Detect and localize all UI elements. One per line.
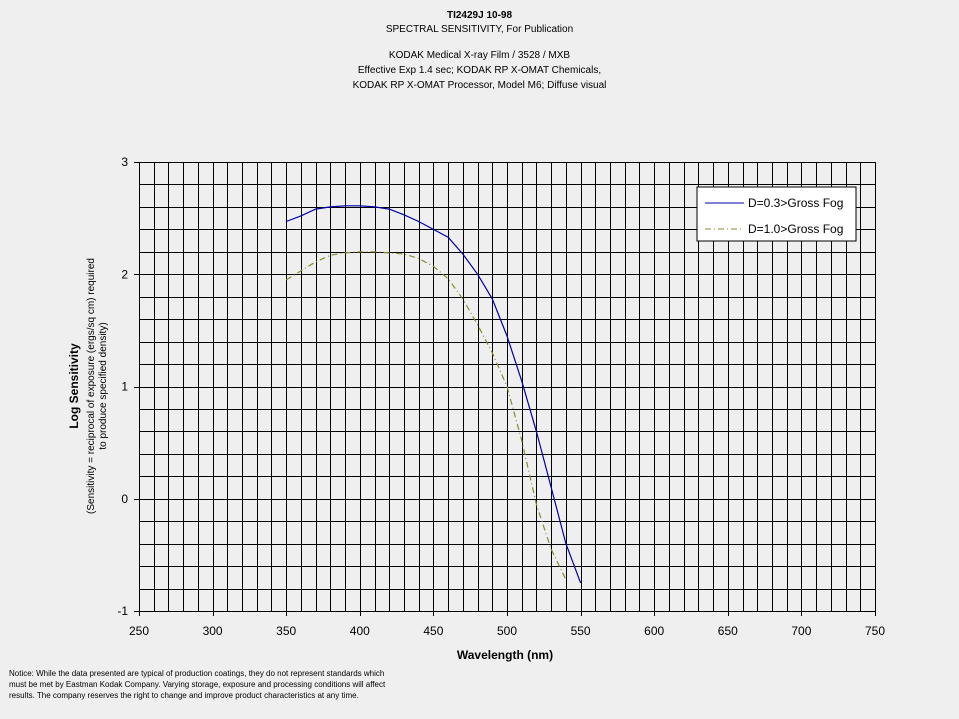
x-axis-label: Wavelength (nm): [457, 648, 553, 662]
y-tick-label: 2: [121, 267, 128, 281]
legend-label-d10: D=1.0>Gross Fog: [748, 222, 843, 236]
notice-line: must be met by Eastman Kodak Company. Va…: [9, 680, 386, 689]
x-tick-label: 650: [718, 624, 738, 638]
x-tick-label: 550: [571, 624, 591, 638]
x-tick-label: 400: [350, 624, 370, 638]
exposure-description: Effective Exp 1.4 sec; KODAK RP X-OMAT C…: [357, 65, 602, 76]
chart-subtitle: SPECTRAL SENSITIVITY, For Publication: [385, 24, 574, 35]
x-tick-label: 350: [276, 624, 296, 638]
notice-line: results. The company reserves the right …: [9, 691, 359, 700]
processor-description: KODAK RP X-OMAT Processor, Model M6; Dif…: [352, 80, 607, 91]
chart-id-line: TI2429J 10-98: [446, 10, 513, 21]
publication-notice: Notice: While the data presented are typ…: [9, 668, 469, 701]
y-tick-label: -1: [117, 604, 128, 618]
x-tick-label: 600: [644, 624, 664, 638]
x-tick-label: 450: [423, 624, 443, 638]
x-tick-label: 300: [203, 624, 223, 638]
series-lines: [285, 205, 582, 584]
notice-line: Notice: While the data presented are typ…: [9, 669, 385, 678]
series-line-d10: [285, 251, 567, 580]
y-axis-label: Log Sensitivity: [67, 343, 81, 429]
x-tick-label: 500: [497, 624, 517, 638]
legend-label-d03: D=0.3>Gross Fog: [748, 196, 843, 210]
legend-box: [696, 186, 857, 242]
y-tick-label: 3: [121, 155, 128, 169]
x-tick-label: 250: [129, 624, 149, 638]
x-tick-label: 700: [791, 624, 811, 638]
legend: D=0.3>Gross Fog D=1.0>Gross Fog: [696, 186, 857, 242]
y-axis-note-line1: (Sensitivity = reciprocal of exposure (e…: [86, 258, 97, 514]
y-axis-note-line2: to produce specified density): [98, 322, 109, 449]
y-tick-label: 1: [121, 380, 128, 394]
y-tick-label: 0: [121, 492, 128, 506]
plot-axes: 250 300 350 400 450 500 550 600 650 700 750 -1 0 1 2 3: [117, 155, 885, 638]
film-description: KODAK Medical X-ray Film / 3528 / MXB: [388, 50, 571, 61]
series-line-d03: [285, 205, 582, 584]
x-tick-label: 750: [865, 624, 885, 638]
